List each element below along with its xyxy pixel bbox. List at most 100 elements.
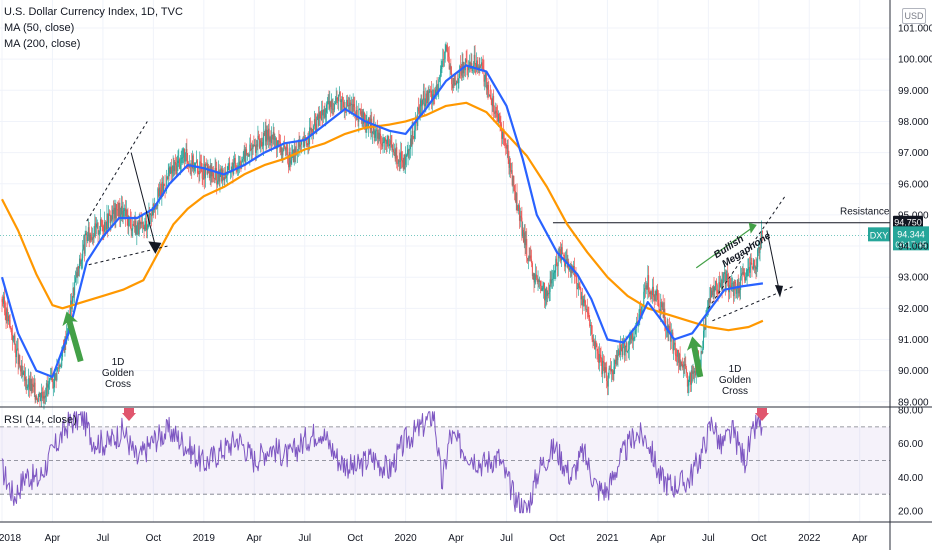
candle-body [579, 286, 581, 288]
candle-body [378, 132, 380, 140]
candle-body [105, 228, 107, 230]
candle-body [547, 293, 549, 296]
candle-body [111, 215, 113, 220]
candle-body [393, 151, 395, 153]
candle-body [439, 77, 441, 80]
candle-body [503, 134, 505, 140]
candle-body [525, 238, 527, 246]
candle-body [634, 331, 636, 338]
candle-body [716, 284, 718, 291]
candle-body [288, 163, 290, 168]
candle-body [377, 132, 379, 139]
currency-badge[interactable]: USD [902, 8, 926, 24]
candle-body [430, 90, 432, 92]
candle-body [350, 102, 352, 105]
candle-body [351, 104, 353, 106]
candle-body [535, 274, 537, 280]
candle-body [264, 129, 266, 136]
candle-body [84, 235, 86, 254]
candle-body [617, 355, 619, 361]
candle-body [334, 102, 336, 105]
candle-body [241, 161, 243, 167]
candle-body [513, 175, 515, 186]
candle-body [506, 145, 508, 149]
candle-body [720, 280, 722, 284]
candle-body [322, 111, 324, 116]
candle-body [159, 187, 161, 190]
candle-body [536, 277, 538, 282]
candle-body [619, 350, 621, 355]
candle-body [91, 237, 93, 241]
candle-body [120, 206, 122, 215]
candle-body [66, 332, 68, 334]
candle-body [636, 321, 638, 323]
candle-body [452, 77, 454, 89]
candle-body [760, 242, 762, 244]
candle-body [348, 104, 350, 107]
candle-body [380, 143, 382, 145]
candle-body [147, 223, 149, 228]
candle-body [41, 392, 43, 395]
candle-body [317, 114, 319, 120]
candle-body [633, 337, 635, 339]
candle-body [187, 160, 189, 164]
rsi-legend[interactable]: RSI (14, close) [4, 414, 77, 426]
x-tick-label: Jul [97, 533, 110, 544]
ticker-symbol-tag[interactable] [868, 227, 890, 242]
candle-body [591, 326, 593, 340]
candle-body [515, 193, 517, 202]
candle-body [359, 108, 361, 110]
candle-body [606, 372, 608, 382]
candle-body [723, 274, 725, 283]
candle-body [277, 140, 279, 147]
candle-body [394, 151, 396, 159]
candle-body [502, 131, 504, 139]
candle-body [316, 119, 318, 132]
candle-body [740, 276, 742, 290]
candle-body [735, 283, 737, 294]
candle-body [444, 50, 446, 59]
candle-body [328, 101, 330, 109]
candle-body [325, 112, 327, 118]
candle-body [561, 247, 563, 254]
candle-body [181, 157, 183, 159]
candle-body [487, 85, 489, 90]
candle-body [528, 257, 530, 259]
candle-body [223, 177, 225, 181]
candle-body [404, 154, 406, 165]
candle-body [368, 117, 370, 121]
candle-body [581, 296, 583, 306]
candle-body [641, 304, 643, 312]
candle-body [320, 118, 322, 120]
candle-body [248, 155, 250, 157]
candle-body [209, 165, 211, 179]
ticker-symbol: DXY [870, 230, 889, 240]
ma200-legend[interactable]: MA (200, close) [4, 38, 81, 50]
ma50-legend[interactable]: MA (50, close) [4, 22, 75, 34]
candle-body [600, 355, 602, 359]
candle-body [78, 258, 80, 269]
candle-body [577, 283, 579, 289]
candle-body [228, 162, 230, 167]
y-tick-label: 89.000 [898, 397, 929, 408]
candle-body [576, 276, 578, 290]
candle-body [312, 131, 314, 134]
candle-body [605, 367, 607, 373]
down-arrow-2021 [766, 230, 780, 290]
candle-body [363, 112, 365, 124]
candle-body [635, 327, 637, 332]
candle-body [15, 344, 17, 358]
candle-body [726, 274, 728, 281]
candle-body [416, 122, 418, 127]
candle-body [601, 358, 603, 375]
ticker-price-tag[interactable] [893, 226, 929, 251]
candle-body [406, 154, 408, 156]
candle-body [710, 287, 712, 297]
candle-body [749, 266, 751, 273]
candle-body [334, 104, 336, 110]
candle-body [27, 386, 29, 388]
candle-body [585, 303, 587, 310]
candle-body [179, 159, 181, 169]
candle-body [485, 72, 487, 89]
